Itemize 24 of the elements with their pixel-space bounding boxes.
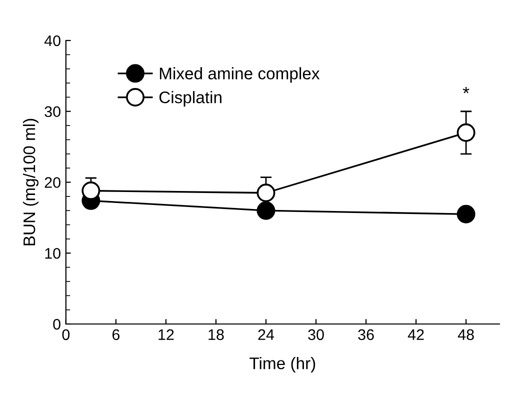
x-tick-label: 42 bbox=[408, 329, 424, 340]
point bbox=[456, 123, 476, 142]
y-tick-label: 40 bbox=[44, 35, 60, 46]
y-tick-label: 30 bbox=[44, 106, 60, 118]
x-tick-label: 0 bbox=[62, 329, 70, 340]
x-tick-label: 18 bbox=[208, 329, 224, 340]
point bbox=[456, 204, 476, 224]
point bbox=[256, 184, 276, 202]
y-tick-label: 20 bbox=[44, 177, 60, 188]
annotation: * bbox=[462, 86, 470, 94]
x-tick-label: 36 bbox=[358, 329, 374, 340]
x-tick-label: 6 bbox=[112, 329, 120, 340]
legend-label: Mixed amine complex bbox=[160, 67, 320, 83]
y-tick-label: 0 bbox=[53, 318, 60, 330]
point bbox=[82, 182, 100, 200]
x-tick-label: 48 bbox=[458, 329, 474, 340]
x-axis-title: Time (hr) bbox=[250, 356, 316, 373]
y-axis-title: BUN (mg/100 ml) bbox=[22, 118, 38, 246]
y-tick-label: 10 bbox=[45, 248, 60, 259]
x-tick-label: 30 bbox=[308, 329, 324, 340]
x-tick-label: 24 bbox=[258, 329, 274, 340]
legend-label: Cisplatin bbox=[159, 91, 222, 107]
point bbox=[256, 201, 276, 220]
x-tick-label: 12 bbox=[158, 329, 174, 340]
